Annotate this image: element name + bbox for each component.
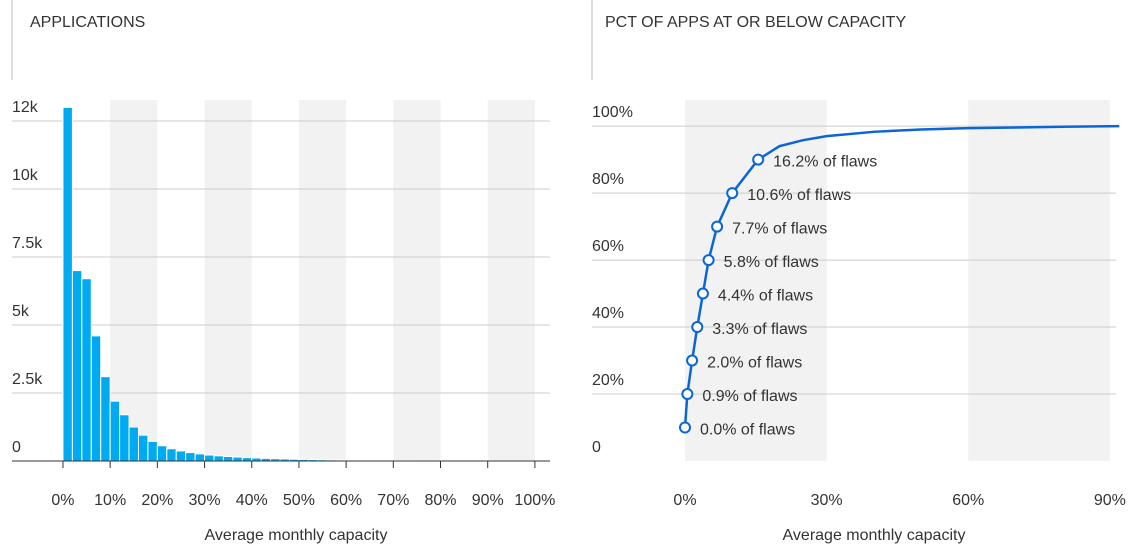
x-tick-label: 100% [514, 492, 555, 509]
x-tick-label: 90% [472, 492, 504, 509]
shaded-band [968, 100, 1110, 461]
point-label: 10.6% of flaws [747, 187, 851, 204]
bar [128, 426, 139, 462]
point [702, 254, 715, 267]
bar [147, 440, 158, 462]
point-label: 3.3% of flaws [712, 321, 807, 338]
point [681, 388, 694, 401]
x-axis-label: Average monthly capacity [205, 527, 388, 544]
y-tick-label: 60% [592, 238, 624, 255]
bar [213, 455, 224, 462]
point-label: 5.8% of flaws [724, 254, 819, 271]
x-tick-label: 20% [141, 492, 173, 509]
bar [119, 414, 130, 462]
x-tick-label: 60% [952, 492, 984, 509]
y-tick-label: 20% [592, 372, 624, 389]
point [696, 287, 709, 300]
shaded-band [487, 100, 535, 461]
bar [222, 456, 234, 462]
point-label: 7.7% of flaws [732, 221, 827, 238]
chart-title: PCT OF APPS AT OR BELOW CAPACITY [605, 14, 906, 31]
x-tick-label: 0% [673, 492, 696, 509]
point-label: 16.2% of flaws [773, 154, 877, 171]
bar [81, 278, 92, 462]
y-tick-label: 0 [592, 439, 601, 456]
bar [100, 376, 111, 462]
point [691, 321, 704, 334]
x-tick-label: 10% [94, 492, 126, 509]
x-tick-label: 40% [236, 492, 268, 509]
bar [166, 448, 177, 462]
bar [137, 434, 149, 462]
x-tick-label: 30% [189, 492, 221, 509]
bar [62, 106, 73, 462]
point-label: 0.9% of flaws [702, 388, 797, 405]
y-tick-label: 2.5k [12, 371, 43, 388]
bar [109, 400, 121, 462]
point-label: 2.0% of flaws [707, 355, 802, 372]
bar [90, 335, 102, 462]
bar [194, 453, 206, 462]
point [726, 187, 739, 200]
bar [175, 450, 187, 462]
point [686, 354, 699, 367]
shaded-band [393, 100, 441, 461]
point-label: 0.0% of flaws [700, 422, 795, 439]
bar [204, 454, 215, 462]
x-tick-label: 90% [1094, 492, 1126, 509]
y-tick-label: 80% [592, 171, 624, 188]
bar [71, 270, 83, 462]
bar [241, 457, 253, 462]
bar [232, 456, 243, 462]
y-tick-label: 5k [12, 303, 30, 320]
x-tick-label: 70% [377, 492, 409, 509]
x-tick-label: 50% [283, 492, 315, 509]
point [678, 421, 691, 434]
y-tick-label: 100% [592, 104, 633, 121]
shaded-band [204, 100, 252, 461]
y-tick-label: 7.5k [12, 235, 43, 252]
point-label: 4.4% of flaws [718, 288, 813, 305]
x-axis-label: Average monthly capacity [783, 527, 966, 544]
bar [185, 452, 196, 462]
point [752, 153, 765, 166]
y-tick-label: 0 [12, 439, 21, 456]
y-tick-label: 40% [592, 305, 624, 322]
x-tick-label: 0% [51, 492, 74, 509]
x-tick-label: 80% [424, 492, 456, 509]
point [711, 220, 724, 233]
y-tick-label: 10k [12, 167, 39, 184]
x-tick-label: 30% [811, 492, 843, 509]
y-tick-label: 12k [12, 99, 39, 116]
chart-title: APPLICATIONS [30, 14, 145, 31]
bar [156, 445, 168, 462]
shaded-band [298, 100, 347, 461]
x-tick-label: 60% [330, 492, 362, 509]
